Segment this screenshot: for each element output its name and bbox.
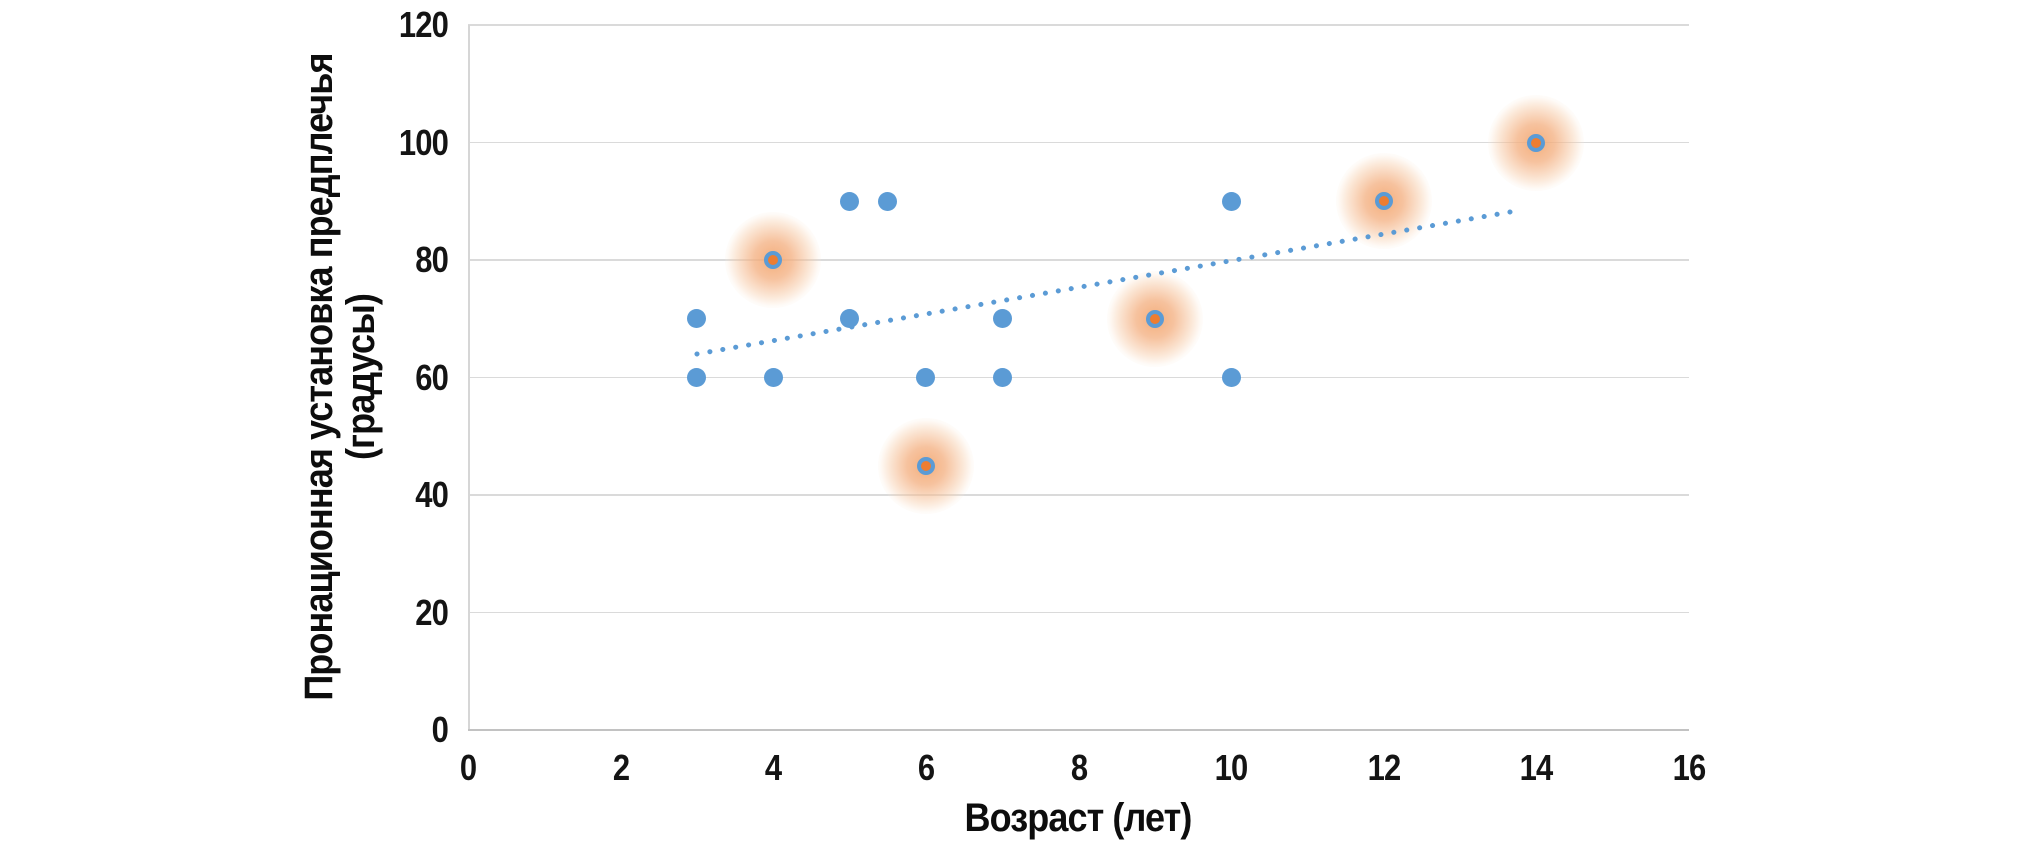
- x-tick-label: 16: [1672, 747, 1707, 788]
- data-point: [1221, 368, 1241, 387]
- gridline-y-20: [468, 611, 1689, 614]
- highlighted-data-point: [916, 456, 935, 475]
- x-tick-label: 6: [917, 747, 935, 788]
- x-tick-label: 4: [765, 747, 782, 788]
- x-axis-title: Возраст (лет): [964, 796, 1193, 840]
- data-point: [1221, 191, 1241, 211]
- x-tick-label: 12: [1367, 747, 1401, 788]
- data-point: [878, 191, 898, 211]
- highlighted-data-point: [1374, 192, 1393, 211]
- x-tick-label: 2: [612, 747, 629, 788]
- x-axis-line: [468, 729, 1689, 731]
- gridline-y-80: [468, 259, 1689, 261]
- y-axis-line: [468, 25, 470, 730]
- data-point: [687, 368, 707, 387]
- gridline-y-60: [468, 376, 1689, 379]
- data-point: [687, 309, 707, 329]
- y-tick-label: 120: [398, 4, 449, 45]
- highlighted-data-point: [1527, 133, 1546, 152]
- data-point: [992, 309, 1012, 329]
- data-point: [992, 368, 1012, 387]
- y-tick-label: 80: [415, 239, 449, 280]
- x-tick-label: 8: [1070, 747, 1087, 788]
- x-tick-label: 0: [459, 747, 477, 788]
- data-point: [916, 368, 936, 387]
- gridline-y-100: [468, 141, 1689, 144]
- gridline-y-120: [468, 24, 1689, 26]
- y-tick-label: 40: [415, 474, 449, 515]
- x-tick-label: 14: [1520, 747, 1554, 788]
- gridline-y-40: [468, 494, 1689, 496]
- x-tick-label: 10: [1214, 747, 1249, 788]
- y-tick-label: 100: [398, 121, 449, 163]
- highlighted-data-point: [1145, 309, 1164, 328]
- data-point: [763, 368, 783, 387]
- data-point: [840, 309, 860, 329]
- y-tick-label: 20: [415, 591, 449, 633]
- data-point: [840, 191, 860, 211]
- y-tick-label: 0: [431, 709, 449, 750]
- y-tick-label: 60: [415, 356, 449, 398]
